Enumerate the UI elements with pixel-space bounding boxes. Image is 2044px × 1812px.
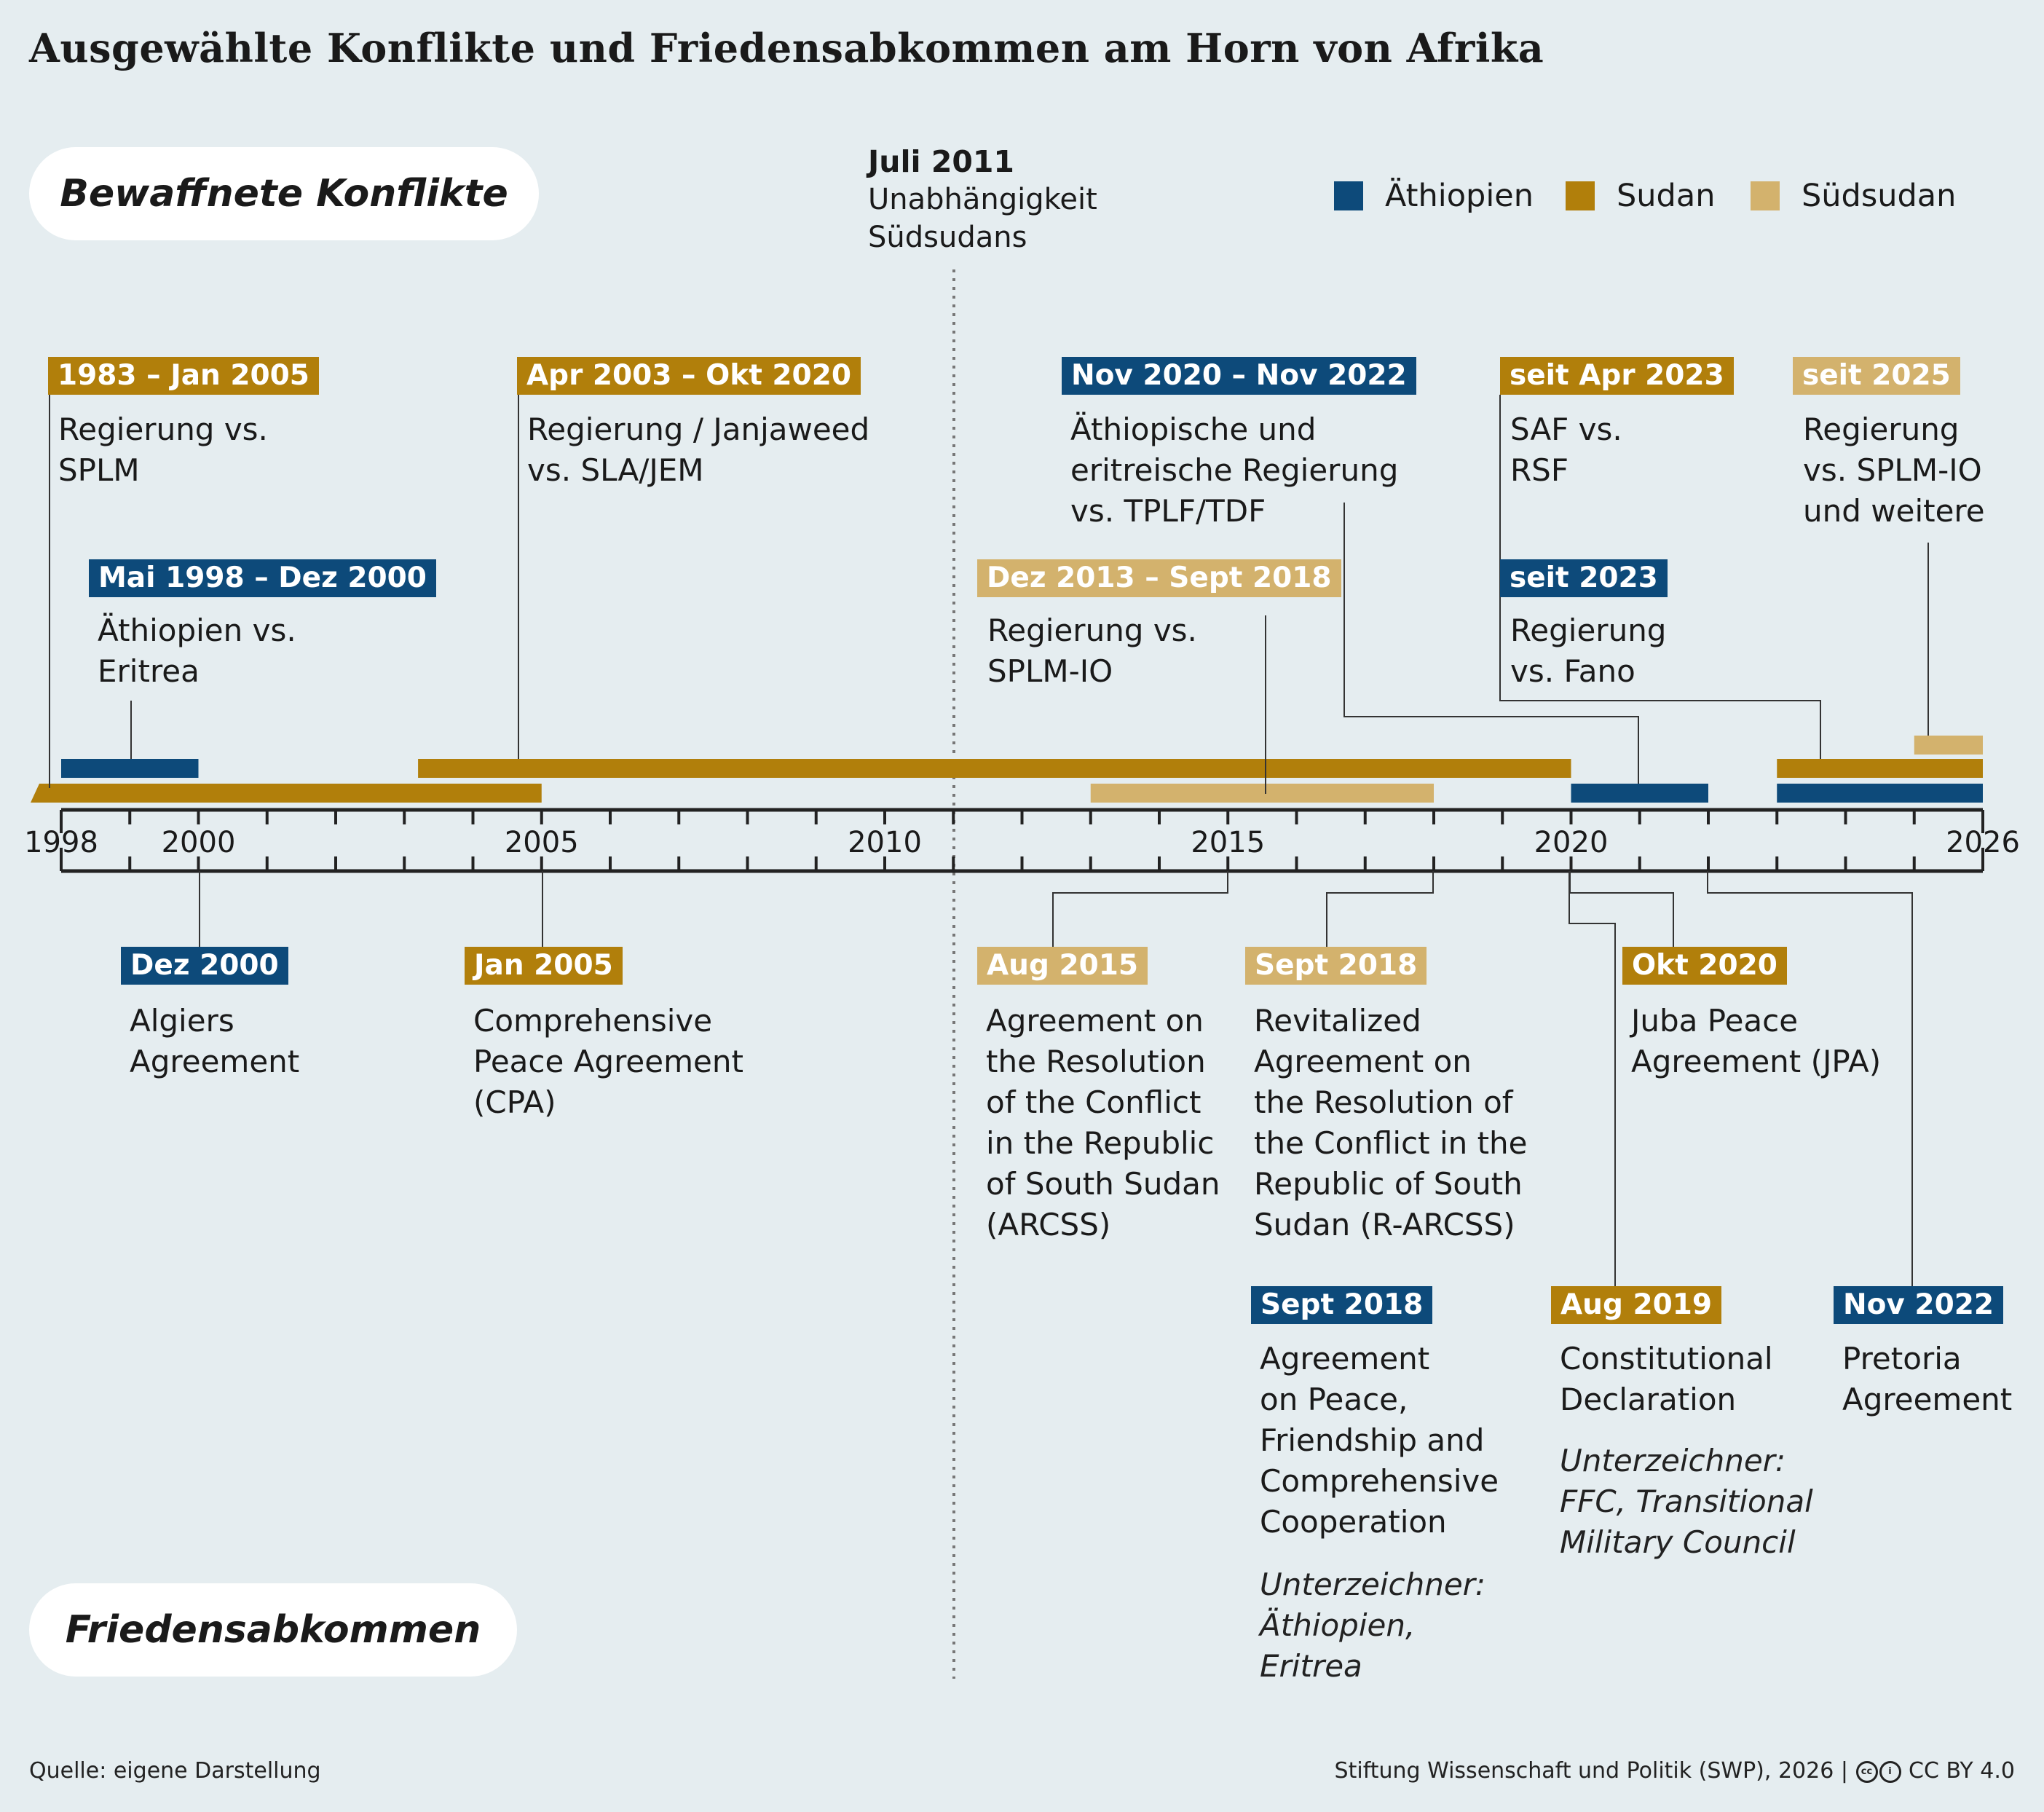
axis-tick-label: 2000 [162,826,236,859]
axis-tick-label: 2026 [1946,826,2020,859]
conflict-date-label: 1983 – Jan 2005 [48,357,319,395]
conflict-date-label: seit 2023 [1500,559,1668,597]
leader-line-a5 [1569,871,1674,947]
independence-text-1: Unabhängigkeit [868,183,1097,216]
axis-tick-label: 2020 [1534,826,1609,859]
agreement-description: Algiers Agreement [130,1003,300,1079]
axis-tick-label: 1998 [24,826,98,859]
by-icon: i [1879,1760,1901,1783]
legend-item-suedsudan: Südsudan [1751,178,1956,214]
axis-tick-label: 2005 [505,826,579,859]
legend-label-sudan: Sudan [1617,178,1716,214]
section-label-peace: Friedensabkommen [29,1583,517,1677]
agreement-description: Pretoria Agreement [1842,1341,2013,1417]
credit-text: Stiftung Wissenschaft und Politik (SWP),… [1334,1758,1848,1784]
bar-sudan-1983-2005 [31,784,542,803]
agreement-description: Revitalized Agreement on the Resolution of… [1254,1003,1528,1242]
agreement-description: Juba Peace Agreement (JPA) [1631,1003,1882,1079]
legend-swatch-suedsudan [1751,181,1780,210]
conflict-description: Regierung vs. SPLM-IO und weitere [1803,411,1985,529]
conflict-description: SAF vs. RSF [1510,411,1622,488]
legend-item-sudan: Sudan [1566,178,1715,214]
agreement-date-label: Sept 2018 [1245,947,1427,985]
conflict-description: Regierung / Janjaweed vs. SLA/JEM [527,411,870,488]
conflict-description: Regierung vs. SPLM-IO [987,612,1197,689]
legend-swatch-sudan [1566,181,1595,210]
agreement-date-label: Aug 2019 [1551,1286,1721,1324]
conflict-description: Regierung vs. SPLM [58,411,268,488]
agreement-description: Comprehensive Peace Agreement (CPA) [473,1003,743,1120]
conflict-description: Äthiopien vs. Eritrea [98,612,296,689]
page-title: Ausgewählte Konflikte und Friedensabkomm… [29,25,1544,71]
agreement-signatories: Unterzeichner: Äthiopien, Eritrea [1260,1567,1486,1684]
conflict-date-label: Mai 1998 – Dez 2000 [89,559,436,597]
bar-aethiopien-2023 [1777,784,1983,803]
agreement-description: Constitutional Declaration [1560,1341,1773,1417]
agreement-date-label: Aug 2015 [977,947,1148,985]
bar-aethiopien-1998-2000 [61,759,199,778]
credit-line: Stiftung Wissenschaft und Politik (SWP),… [1335,1758,2015,1784]
agreement-description: Agreement on Peace, Friendship and Compreh… [1260,1341,1499,1540]
leader-line-a4 [1326,871,1434,947]
conflict-description: Regierung vs. Fano [1510,612,1667,689]
leader-line-a7 [1568,871,1616,1286]
independence-annotation: Juli 2011 Unabhängigkeit Südsudans [868,143,1097,256]
bar-aethiopien-2020-2022 [1571,784,1708,803]
independence-date: Juli 2011 [868,144,1014,179]
legend-swatch-aethiopien [1334,181,1363,210]
agreement-date-label: Nov 2022 [1834,1286,2003,1324]
conflict-description: Äthiopische und eritreische Regierung vs. … [1070,411,1399,529]
conflict-date-label: seit 2025 [1793,357,1960,395]
cc-icon: cc [1855,1760,1878,1783]
legend-label-suedsudan: Südsudan [1802,178,1957,214]
agreement-date-label: Jan 2005 [465,947,623,985]
axis-tick-label: 2010 [848,826,922,859]
bar-sudan-2003-2020 [418,759,1571,778]
legend-label-aethiopien: Äthiopien [1385,178,1534,214]
license-text: CC BY 4.0 [1909,1758,2015,1784]
conflict-date-label: Apr 2003 – Okt 2020 [517,357,861,395]
legend-item-aethiopien: Äthiopien [1334,178,1534,214]
source-note: Quelle: eigene Darstellung [29,1758,321,1784]
leader-line-a3 [1052,871,1228,947]
independence-text-2: Südsudans [868,221,1027,254]
bar-suedsudan-2025 [1914,736,1983,755]
conflict-date-label: Nov 2020 – Nov 2022 [1062,357,1416,395]
agreement-description: Agreement on the Resolution of the Conflic… [986,1003,1220,1242]
bar-suedsudan-2013-2018 [1090,784,1434,803]
leader-line-c6-c7 [1499,395,1821,759]
leader-line-a8 [1707,871,1913,1286]
agreement-date-label: Sept 2018 [1251,1286,1433,1324]
agreement-date-label: Okt 2020 [1622,947,1787,985]
section-label-conflicts: Bewaffnete Konflikte [29,147,539,240]
agreement-date-label: Dez 2000 [121,947,288,985]
agreement-signatories: Unterzeichner: FFC, Transitional Military … [1560,1443,1813,1560]
leader-line-c5 [1343,503,1639,784]
axis-tick-label: 2015 [1191,826,1265,859]
conflict-date-label: Dez 2013 – Sept 2018 [977,559,1341,597]
conflict-date-label: seit Apr 2023 [1500,357,1734,395]
bar-sudan-2023 [1777,759,1983,778]
